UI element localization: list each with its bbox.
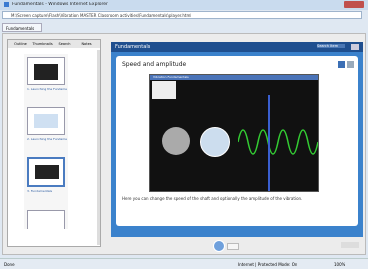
next-button[interactable] bbox=[227, 243, 239, 250]
play-button[interactable] bbox=[213, 240, 225, 252]
thumbnail-image bbox=[35, 165, 59, 179]
thumbnail-label: 3. Fundamentals bbox=[27, 189, 67, 193]
thumbnail-selected[interactable] bbox=[27, 157, 65, 187]
sidebar-tab[interactable]: Thumbnails bbox=[32, 42, 53, 46]
ie-icon bbox=[4, 2, 9, 7]
menu-popup bbox=[152, 81, 176, 99]
thumbnail-image bbox=[34, 114, 58, 128]
sidebar-tab[interactable]: Notes bbox=[76, 42, 97, 46]
cursor-line bbox=[268, 95, 270, 191]
status-bar: Done Internet | Protected Mode: On 100% bbox=[0, 258, 368, 269]
slide-header: Fundamentals Search Item bbox=[111, 42, 363, 52]
security-zone: Internet | Protected Mode: On bbox=[238, 262, 297, 267]
header-close[interactable] bbox=[351, 44, 359, 50]
nav-button[interactable] bbox=[338, 61, 345, 68]
slide-header-title: Fundamentals bbox=[115, 44, 150, 50]
thumbnail-label: 2. Launching the Fundamentals bbox=[27, 137, 67, 141]
inner-title-bar: Vibration Fundamentals bbox=[150, 75, 319, 80]
thumbnail[interactable] bbox=[27, 57, 65, 85]
zoom-level[interactable]: 100% bbox=[334, 262, 345, 267]
slide-caption: Here you can change the speed of the sha… bbox=[122, 196, 302, 201]
thumbnail[interactable] bbox=[27, 210, 65, 229]
inner-window-title: Vibration Fundamentals bbox=[153, 75, 189, 79]
slide-card: Speed and amplitude Vibration Fundamenta… bbox=[116, 56, 358, 226]
wave-plot bbox=[238, 113, 318, 171]
shaft-disc bbox=[200, 127, 230, 157]
wave bbox=[238, 130, 318, 154]
thumbnail-image bbox=[34, 64, 58, 80]
title-bar: Fundamentals - Windows Internet Explorer bbox=[0, 0, 368, 10]
slide-frame: Speed and amplitude Vibration Fundamenta… bbox=[111, 52, 363, 237]
simulation-image: Vibration Fundamentals bbox=[149, 74, 319, 192]
browser-tab[interactable]: Fundamentals bbox=[2, 23, 42, 32]
scrollbar[interactable] bbox=[97, 50, 101, 245]
close-button[interactable] bbox=[344, 1, 364, 8]
sidebar-tab[interactable]: Outline bbox=[10, 42, 31, 46]
tab-label: Fundamentals bbox=[6, 26, 34, 31]
slide-title: Speed and amplitude bbox=[122, 61, 186, 68]
header-button[interactable]: Search Item bbox=[317, 44, 345, 48]
window-title: Fundamentals - Windows Internet Explorer bbox=[12, 2, 108, 7]
shaft-disc bbox=[162, 127, 190, 155]
nav-button[interactable] bbox=[347, 61, 354, 68]
address-bar[interactable]: M:\Screen capture\Flash\Vibration MASTER… bbox=[2, 11, 362, 19]
thumbnail-label: 1. Launching the Fundamentals bbox=[27, 87, 67, 91]
control-button[interactable] bbox=[341, 242, 359, 248]
browser-window: Fundamentals - Windows Internet Explorer… bbox=[0, 0, 368, 269]
thumbnail[interactable] bbox=[27, 107, 65, 135]
status-text: Done bbox=[4, 262, 15, 267]
sidebar-tab[interactable]: Search bbox=[54, 42, 75, 46]
thumbnail-list: 1. Launching the Fundamentals 2. Launchin… bbox=[24, 54, 68, 229]
address-text: M:\Screen capture\Flash\Vibration MASTER… bbox=[11, 13, 191, 18]
